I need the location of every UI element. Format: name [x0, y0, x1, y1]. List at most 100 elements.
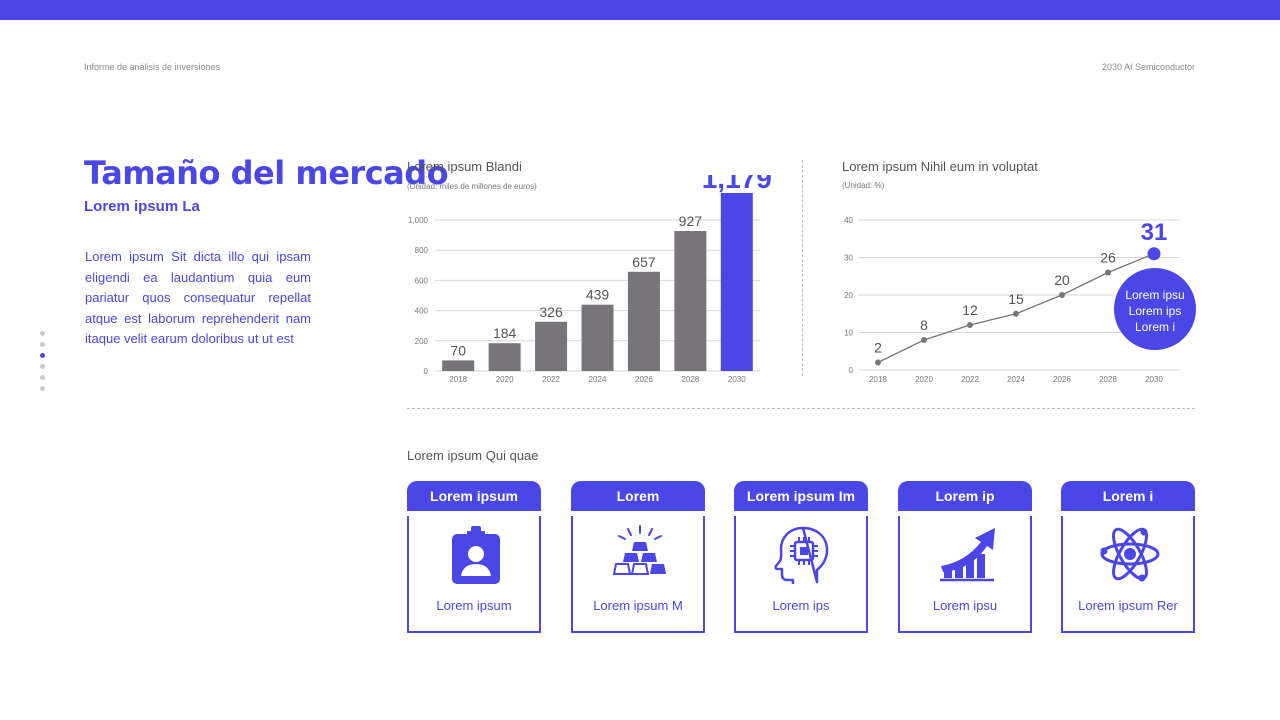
callout-text: Lorem i [1135, 320, 1175, 334]
data-label: 26 [1100, 250, 1116, 266]
bar [674, 231, 707, 371]
bar-chart-unit: (Unidad: miles de millones de euros) [407, 182, 537, 191]
feature-card-5[interactable]: Lorem i Lorem ipsum Rer [1061, 481, 1195, 633]
x-tick-label: 2028 [1099, 375, 1117, 384]
card-body: Lorem ipsum Rer [1061, 516, 1195, 633]
bar-chart: 0 200 400 600 800 1,000 70 2018 184 2020 326 2022 43… [408, 175, 772, 384]
page-description: Lorem ipsum Sit dicta illo qui ipsam eli… [85, 249, 311, 346]
section-title: Lorem ipsum Qui quae [407, 448, 539, 463]
feature-card-2[interactable]: Lorem Lorem ipsum M [571, 481, 705, 633]
card-tab[interactable]: Lorem i [1061, 481, 1195, 511]
line-chart-title: Lorem ipsum Nihil eum in voluptat [842, 159, 1038, 174]
pager-dot[interactable] [40, 375, 45, 380]
line-chart-unit: (Unidad: %) [842, 181, 885, 190]
ai-head-chip-icon [774, 526, 829, 584]
feature-card-3[interactable]: Lorem ipsum Im Lorem ips [734, 481, 868, 633]
card-label: Lorem ipsum M [593, 598, 683, 613]
pager-dot[interactable] [40, 331, 45, 336]
card-body: Lorem ipsum M [571, 516, 705, 633]
bar [627, 271, 660, 371]
line-chart: 0 10 2030 40 2 2018 8 2020 12 2022 15 2024 20 2026 26 2… [844, 216, 1196, 384]
data-label: 1,179 [702, 175, 772, 194]
data-point [1059, 292, 1065, 298]
page-title: Tamaño del mercado [84, 154, 449, 192]
data-label: 657 [632, 254, 656, 270]
card-label: Lorem ipsum Rer [1078, 598, 1178, 613]
bar [488, 343, 521, 371]
x-tick-label: 2024 [589, 375, 607, 384]
data-label: 31 [1141, 219, 1168, 246]
bar-chart-title: Lorem ipsum Blandi [407, 159, 522, 174]
feature-card-4[interactable]: Lorem ip Lorem ipsu [898, 481, 1032, 633]
data-label: 439 [586, 287, 610, 303]
x-tick-label: 2020 [496, 375, 514, 384]
data-point [1105, 269, 1111, 276]
y-tick-label: 200 [415, 337, 429, 346]
pager-dot-active[interactable] [40, 353, 45, 358]
data-label: 15 [1008, 291, 1024, 307]
x-tick-label: 2018 [869, 375, 887, 384]
data-label: 184 [493, 325, 517, 341]
y-tick-label: 400 [415, 307, 429, 316]
data-label: 8 [920, 317, 928, 333]
y-tick-label: 1,000 [408, 216, 429, 225]
pager-dot[interactable] [40, 386, 45, 391]
card-body: Lorem ips [734, 516, 868, 633]
x-tick-label: 2028 [681, 375, 699, 384]
x-tick-label: 2022 [542, 375, 560, 384]
x-tick-label: 2024 [1007, 375, 1025, 384]
card-body: Lorem ipsum [407, 516, 541, 633]
series-line [877, 253, 1155, 364]
data-point [875, 359, 881, 366]
slide-pager[interactable] [40, 331, 45, 397]
x-tick-label: 2026 [635, 375, 653, 384]
data-label: 2 [874, 340, 882, 356]
x-tick-label: 2018 [449, 375, 467, 384]
card-tab[interactable]: Lorem ipsum [407, 481, 541, 511]
report-name: Informe de análisis de inversiones [84, 62, 221, 72]
data-point [1147, 247, 1161, 261]
data-point [967, 322, 973, 328]
x-tick-label: 2030 [1145, 375, 1163, 384]
gold-bars-icon [612, 525, 666, 575]
top-accent-bar [0, 0, 1280, 20]
card-label: Lorem ips [772, 598, 830, 613]
data-point [1013, 310, 1019, 317]
y-tick-label: 10 [844, 329, 853, 338]
x-tick-label: 2020 [915, 375, 933, 384]
chart-divider [802, 160, 803, 376]
y-tick-label: 0 [424, 367, 429, 376]
data-point [921, 337, 927, 343]
section-divider [407, 408, 1195, 409]
card-label: Lorem ipsu [932, 598, 998, 613]
card-tab[interactable]: Lorem ip [898, 481, 1032, 511]
data-label: 927 [679, 213, 703, 229]
data-label: 20 [1054, 272, 1070, 288]
card-tab[interactable]: Lorem [571, 481, 705, 511]
data-label: 326 [539, 304, 563, 320]
x-tick-label: 2030 [728, 375, 746, 384]
pager-dot[interactable] [40, 342, 45, 347]
bar [442, 360, 475, 371]
callout-text: Lorem ipsu [1125, 288, 1184, 302]
y-tick-label: 20 [844, 291, 853, 300]
callout-bubble [1114, 268, 1196, 350]
bar [581, 304, 614, 371]
page-subtitle: Lorem ipsum La [84, 198, 200, 215]
pager-dot[interactable] [40, 364, 45, 369]
report-topic: 2030 AI Semiconductor [1101, 62, 1195, 72]
data-label: 12 [962, 302, 978, 318]
data-label: 70 [450, 342, 466, 358]
y-tick-label: 0 [849, 366, 854, 375]
y-tick-label: 40 [844, 216, 853, 225]
x-tick-label: 2026 [1053, 375, 1071, 384]
id-badge-icon [452, 526, 500, 584]
growth-chart-icon [940, 528, 995, 582]
card-tab[interactable]: Lorem ipsum Im [734, 481, 868, 511]
x-tick-label: 2022 [961, 375, 979, 384]
card-label: Lorem ipsum [436, 598, 512, 613]
y-tick-label: 600 [415, 276, 429, 285]
callout-text: Lorem ips [1129, 304, 1182, 318]
feature-card-1[interactable]: Lorem ipsum Lorem ipsum [407, 481, 541, 633]
atom-icon [1100, 527, 1160, 582]
